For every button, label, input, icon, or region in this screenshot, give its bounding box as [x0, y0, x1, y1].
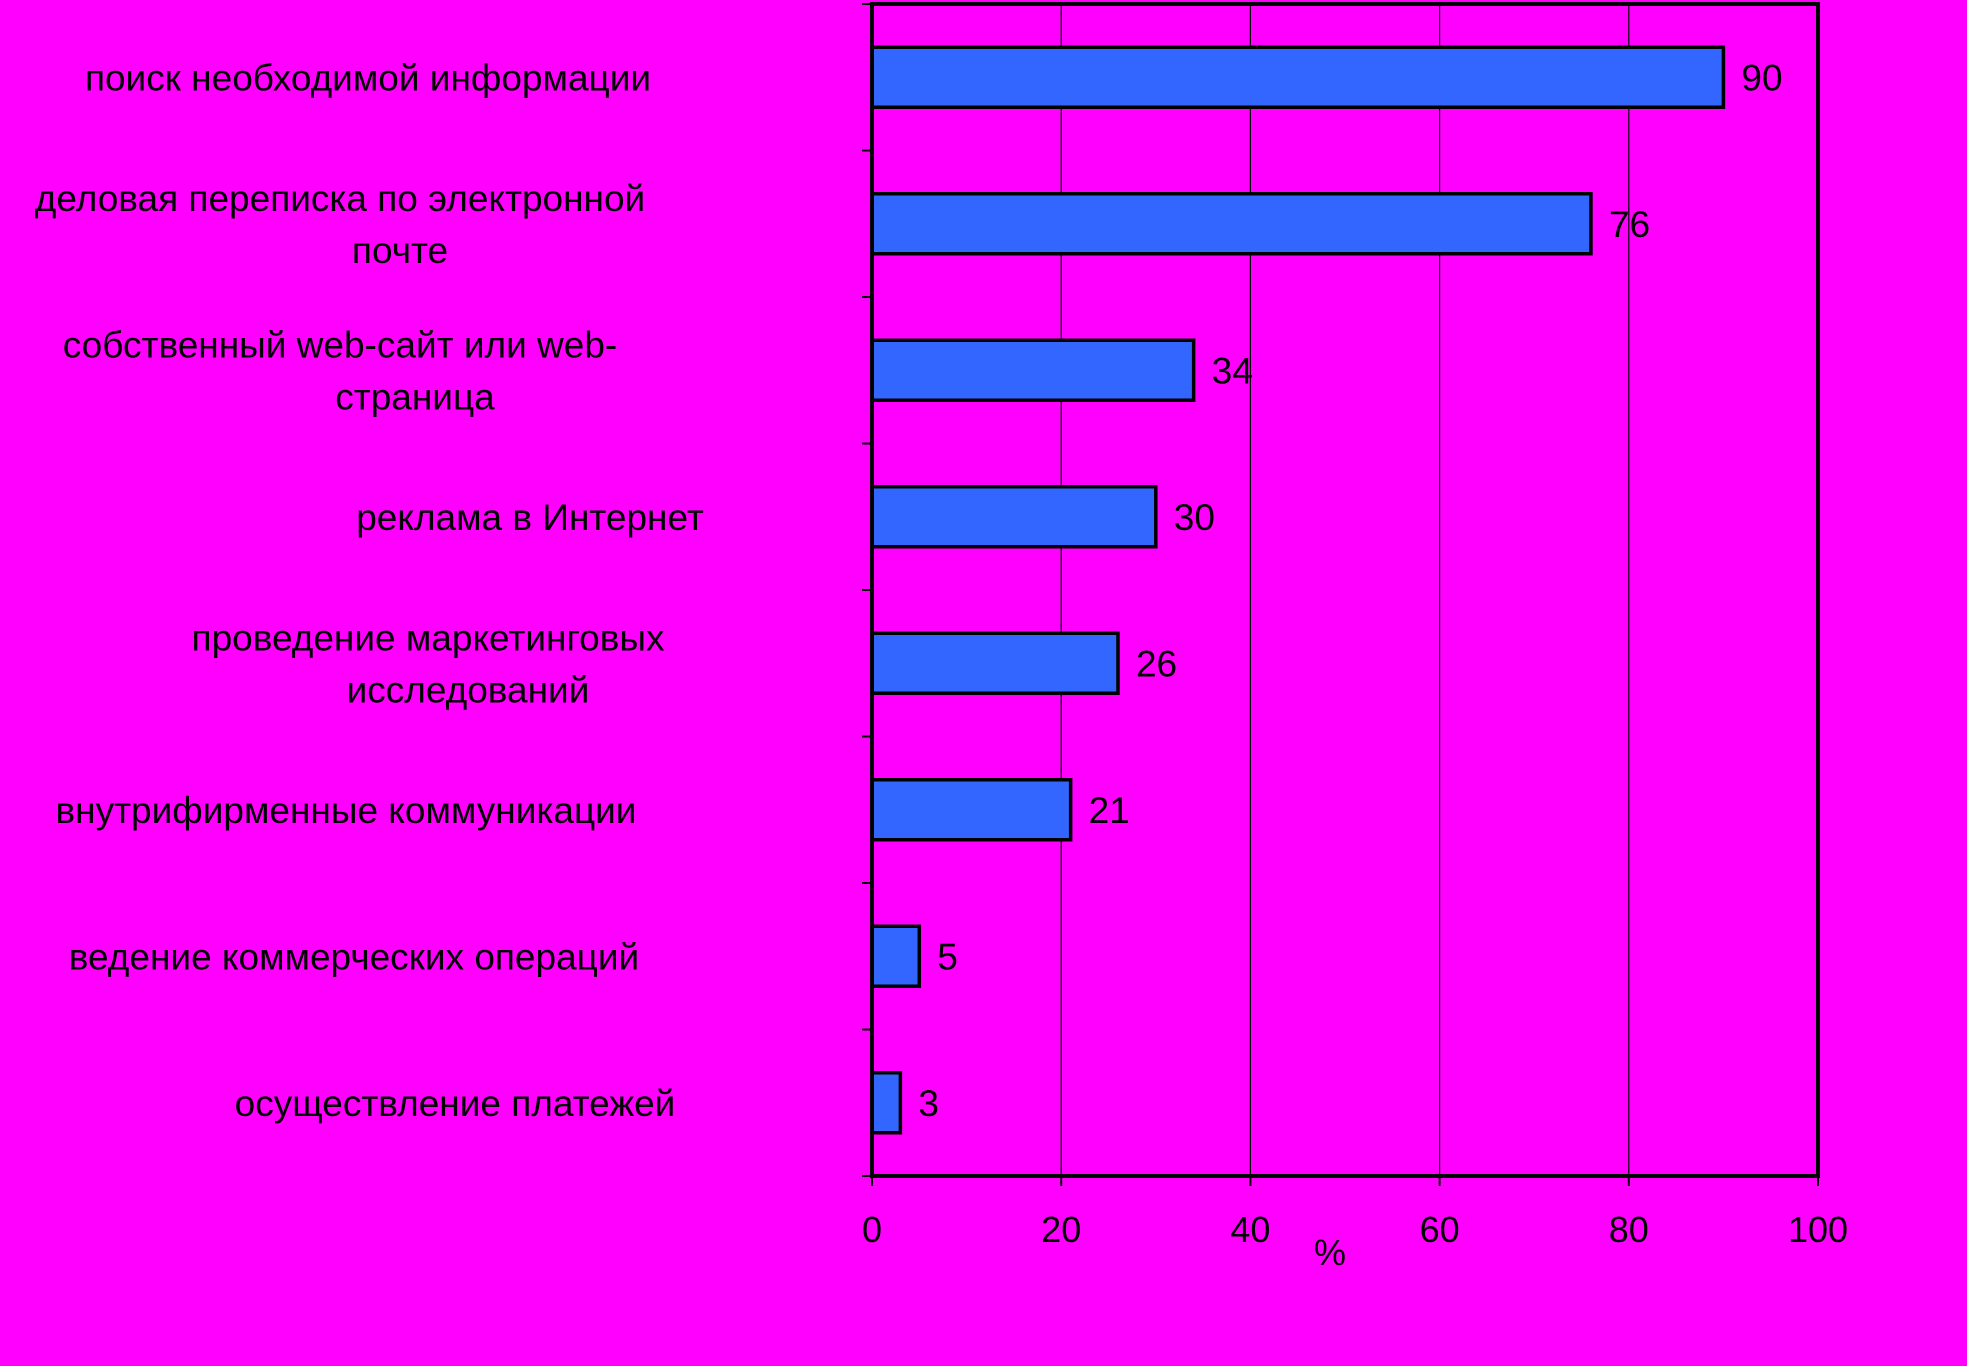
x-tick-label: 0 [862, 1209, 882, 1250]
category-label: реклама в Интернет [356, 497, 704, 538]
x-tick-label: 20 [1041, 1209, 1081, 1250]
category-label: почте [352, 230, 448, 271]
data-label: 26 [1136, 643, 1177, 684]
plot-area [872, 4, 1818, 1176]
bar [870, 631, 1120, 695]
x-tick-label: 100 [1788, 1209, 1848, 1250]
x-axis-ticks: 0 20 40 60 80 100 [862, 1176, 1848, 1250]
plot-frame [862, 2, 1820, 1178]
bar [870, 485, 1158, 549]
bar [870, 1071, 903, 1135]
x-axis-title: % [1314, 1232, 1346, 1273]
category-label: страница [335, 376, 495, 417]
category-label: внутрифирменные коммуникации [56, 790, 637, 831]
category-label: ведение коммерческих операций [69, 936, 639, 977]
category-label: исследований [347, 669, 590, 710]
x-tick-label: 60 [1420, 1209, 1460, 1250]
bar [870, 924, 922, 988]
data-label: 30 [1174, 497, 1215, 538]
data-label: 34 [1212, 350, 1253, 391]
data-label: 21 [1089, 790, 1130, 831]
bar [870, 338, 1196, 402]
data-label: 90 [1741, 57, 1782, 98]
data-label: 3 [918, 1083, 939, 1124]
bar [870, 45, 1726, 109]
x-tick-label: 40 [1230, 1209, 1270, 1250]
category-label: осуществление платежей [235, 1083, 676, 1124]
category-labels: поиск необходимой информации деловая пере… [35, 57, 704, 1124]
bar [870, 192, 1593, 256]
category-label: проведение маркетинговых [192, 617, 665, 658]
category-label: деловая переписка по электронной [35, 178, 645, 219]
bar [870, 778, 1073, 842]
data-labels: 90 76 34 30 26 21 5 3 [918, 57, 1782, 1124]
gridlines [872, 4, 1818, 1176]
data-label: 76 [1609, 204, 1650, 245]
bars [870, 45, 1726, 1135]
data-label: 5 [937, 936, 958, 977]
category-label: собственный web-сайт или web- [63, 324, 618, 365]
x-tick-label: 80 [1609, 1209, 1649, 1250]
category-label: поиск необходимой информации [85, 57, 651, 98]
